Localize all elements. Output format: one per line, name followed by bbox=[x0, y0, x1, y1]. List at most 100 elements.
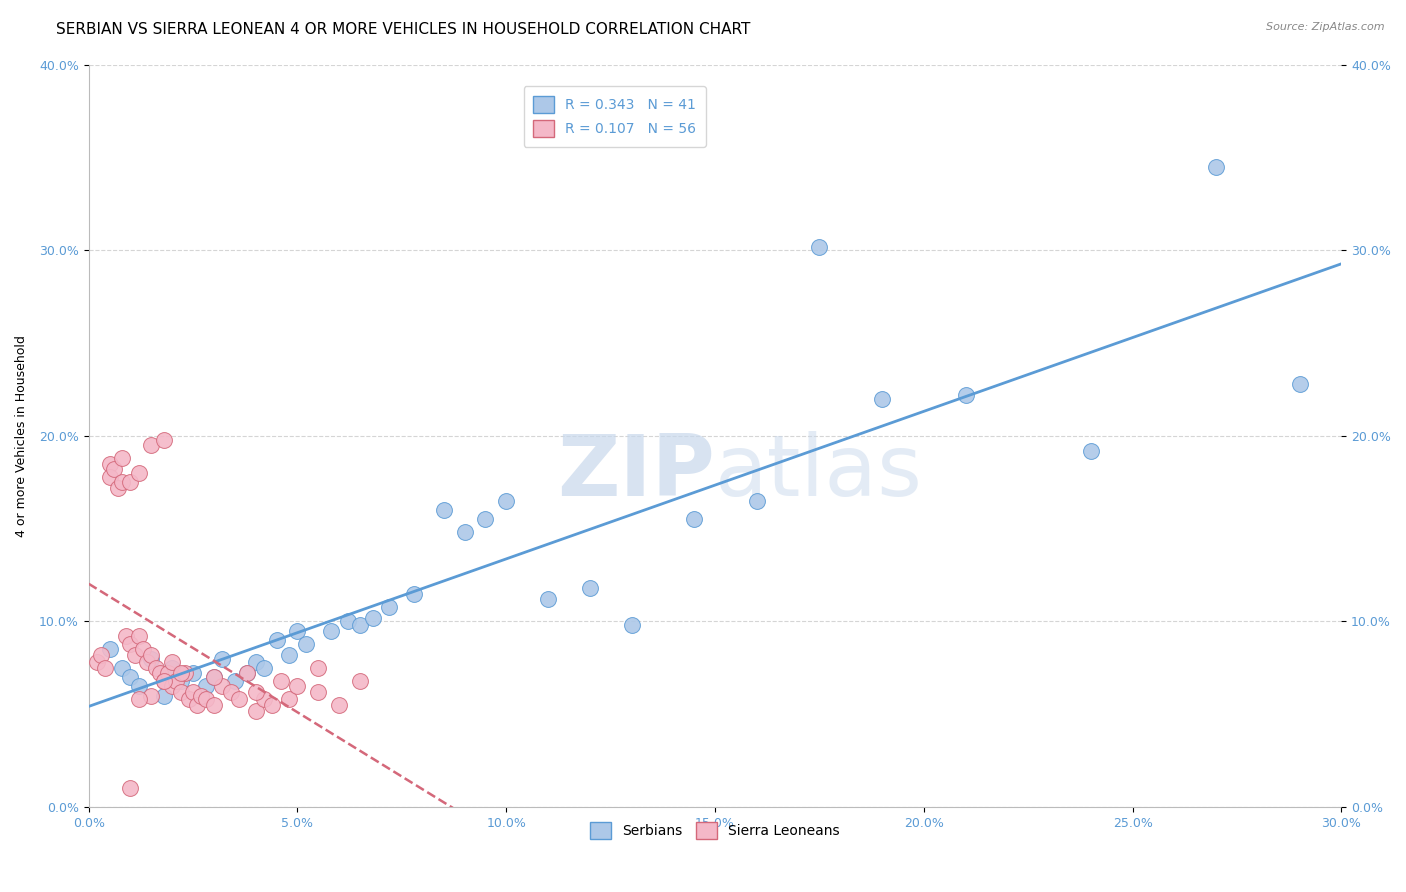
Point bbox=[103, 462, 125, 476]
Point bbox=[319, 624, 342, 638]
Point bbox=[453, 525, 475, 540]
Point bbox=[253, 661, 276, 675]
Point bbox=[128, 466, 150, 480]
Legend: Serbians, Sierra Leoneans: Serbians, Sierra Leoneans bbox=[585, 816, 845, 845]
Point bbox=[808, 239, 831, 253]
Point bbox=[128, 692, 150, 706]
Point bbox=[149, 666, 172, 681]
Point bbox=[537, 592, 560, 607]
Point bbox=[1288, 376, 1310, 391]
Point bbox=[132, 642, 155, 657]
Point bbox=[169, 673, 191, 688]
Point bbox=[107, 481, 129, 495]
Point bbox=[378, 599, 401, 614]
Point bbox=[124, 648, 146, 662]
Point bbox=[111, 661, 134, 675]
Y-axis label: 4 or more Vehicles in Household: 4 or more Vehicles in Household bbox=[15, 334, 28, 537]
Point bbox=[620, 618, 643, 632]
Point bbox=[177, 692, 200, 706]
Point bbox=[404, 586, 426, 600]
Point bbox=[98, 642, 121, 657]
Point bbox=[361, 611, 384, 625]
Point bbox=[349, 618, 371, 632]
Point bbox=[236, 666, 259, 681]
Point bbox=[211, 680, 233, 694]
Point bbox=[153, 433, 176, 447]
Point bbox=[495, 493, 517, 508]
Point bbox=[307, 661, 329, 675]
Point bbox=[190, 689, 212, 703]
Point bbox=[236, 666, 259, 681]
Point bbox=[128, 680, 150, 694]
Point bbox=[578, 581, 600, 595]
Point bbox=[157, 666, 180, 681]
Point bbox=[328, 698, 350, 712]
Point bbox=[745, 493, 768, 508]
Point bbox=[336, 615, 359, 629]
Point bbox=[955, 388, 977, 402]
Point bbox=[136, 655, 159, 669]
Point bbox=[202, 670, 225, 684]
Point bbox=[153, 689, 176, 703]
Point bbox=[128, 629, 150, 643]
Text: atlas: atlas bbox=[716, 432, 924, 515]
Point bbox=[287, 680, 309, 694]
Point bbox=[141, 651, 163, 665]
Point bbox=[245, 655, 267, 669]
Point bbox=[211, 651, 233, 665]
Point bbox=[253, 692, 276, 706]
Point bbox=[111, 451, 134, 466]
Point bbox=[98, 457, 121, 471]
Point bbox=[683, 512, 706, 526]
Point bbox=[194, 692, 217, 706]
Point bbox=[307, 685, 329, 699]
Point bbox=[349, 673, 371, 688]
Point bbox=[169, 666, 191, 681]
Point bbox=[194, 680, 217, 694]
Point bbox=[98, 469, 121, 483]
Point bbox=[153, 673, 176, 688]
Point bbox=[145, 661, 167, 675]
Point bbox=[94, 661, 117, 675]
Point bbox=[115, 629, 138, 643]
Point bbox=[1205, 160, 1227, 174]
Point bbox=[186, 698, 208, 712]
Point bbox=[141, 689, 163, 703]
Point bbox=[160, 655, 183, 669]
Point bbox=[160, 680, 183, 694]
Point bbox=[1080, 443, 1102, 458]
Point bbox=[433, 503, 456, 517]
Text: SERBIAN VS SIERRA LEONEAN 4 OR MORE VEHICLES IN HOUSEHOLD CORRELATION CHART: SERBIAN VS SIERRA LEONEAN 4 OR MORE VEHI… bbox=[56, 22, 751, 37]
Point bbox=[245, 685, 267, 699]
Point bbox=[224, 673, 246, 688]
Point bbox=[181, 666, 204, 681]
Point bbox=[295, 637, 318, 651]
Point bbox=[86, 655, 108, 669]
Point bbox=[202, 698, 225, 712]
Point bbox=[262, 698, 284, 712]
Point bbox=[173, 666, 195, 681]
Point bbox=[165, 673, 187, 688]
Point bbox=[245, 704, 267, 718]
Point bbox=[153, 673, 176, 688]
Point bbox=[278, 648, 301, 662]
Point bbox=[278, 692, 301, 706]
Text: ZIP: ZIP bbox=[557, 432, 716, 515]
Point bbox=[870, 392, 893, 406]
Point bbox=[120, 637, 142, 651]
Text: Source: ZipAtlas.com: Source: ZipAtlas.com bbox=[1267, 22, 1385, 32]
Point bbox=[266, 632, 288, 647]
Point bbox=[219, 685, 242, 699]
Point bbox=[141, 438, 163, 452]
Point bbox=[169, 685, 191, 699]
Point bbox=[120, 475, 142, 490]
Point bbox=[120, 670, 142, 684]
Point bbox=[141, 648, 163, 662]
Point bbox=[181, 685, 204, 699]
Point bbox=[160, 661, 183, 675]
Point bbox=[111, 475, 134, 490]
Point bbox=[287, 624, 309, 638]
Point bbox=[202, 670, 225, 684]
Point bbox=[474, 512, 496, 526]
Point bbox=[228, 692, 250, 706]
